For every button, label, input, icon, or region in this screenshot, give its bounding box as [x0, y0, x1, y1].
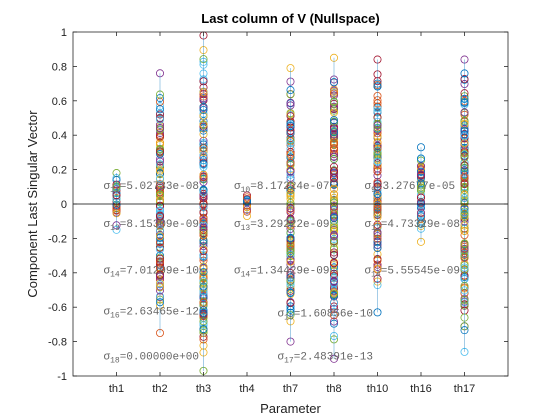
y-tick-label: -1	[57, 371, 67, 383]
sigma-value: =1.34429e-09	[250, 265, 329, 277]
sigma-value: =2.63465e-12	[120, 307, 199, 319]
y-axis-label: Component Last Singular Vector	[25, 110, 40, 298]
x-tick-label: th1	[109, 383, 124, 395]
sigma-symbol: σ	[234, 219, 241, 231]
sigma-annotation: σ11=5.02733e-08	[104, 181, 199, 195]
chart-title: Last column of V (Nullspace)	[201, 11, 379, 26]
sigma-symbol: σ	[365, 219, 372, 231]
x-tick-label: th8	[326, 383, 341, 395]
sigma-value: =5.02733e-08	[120, 181, 199, 193]
sigma-value: =8.17224e-07	[250, 181, 329, 193]
sigma-symbol: σ	[104, 307, 111, 319]
sigma-value: =1.60856e-10	[294, 308, 373, 320]
y-tick-label: -0.6	[48, 302, 67, 314]
y-tick-label: -0.2	[48, 233, 67, 245]
y-tick-label: 0.4	[52, 130, 67, 142]
y-tick-label: 0.2	[52, 165, 67, 177]
sigma-annotation: σ10=8.17224e-07	[234, 181, 329, 195]
sigma-annotation: σ16=2.63465e-12	[104, 307, 199, 321]
sigma-symbol: σ	[104, 219, 111, 231]
sigma-symbol: σ	[278, 308, 285, 320]
sigma-symbol: σ	[104, 351, 111, 363]
sigma-index: 9	[371, 186, 376, 195]
sigma-value: =7.01299e-10	[120, 265, 199, 277]
annotations: σ11=5.02733e-08σ13=8.15309e-09σ14=7.0129…	[104, 181, 460, 365]
data-markers	[112, 31, 469, 375]
sigma-symbol: σ	[104, 265, 111, 277]
sigma-index: 15	[284, 313, 294, 322]
sigma-value: =8.15309e-09	[120, 219, 199, 231]
sigma-index: 12	[371, 224, 381, 233]
sigma-annotation: σ14=1.34429e-09	[234, 265, 329, 279]
y-tick-label: 0.8	[52, 61, 67, 73]
x-tick-label: th10	[367, 383, 388, 395]
sigma-value: =4.73329e-08	[381, 219, 460, 231]
sigma-annotation: σ18=0.00000e+00	[104, 351, 199, 365]
sigma-index: 14	[241, 270, 251, 279]
x-tick-label: th17	[454, 383, 475, 395]
sigma-index: 11	[110, 186, 120, 195]
y-tick-label: -0.4	[48, 268, 67, 280]
sigma-value: =5.55545e-09	[381, 265, 460, 277]
sigma-index: 13	[241, 224, 251, 233]
sigma-annotation: σ9=3.27677e-05	[365, 181, 456, 195]
sigma-annotation: σ13=3.29222e-09	[234, 219, 329, 233]
sigma-index: 10	[241, 186, 251, 195]
y-tick-label: 1	[61, 27, 67, 39]
x-tick-label: th3	[196, 383, 211, 395]
sigma-symbol: σ	[365, 265, 372, 277]
sigma-symbol: σ	[278, 351, 285, 363]
x-tick-label: th2	[152, 383, 167, 395]
x-tick-label: th7	[283, 383, 298, 395]
sigma-symbol: σ	[234, 265, 241, 277]
sigma-symbol: σ	[234, 181, 241, 193]
sigma-annotation: σ15=1.60856e-10	[278, 308, 373, 322]
sigma-value: =2.48391e-13	[294, 351, 373, 363]
y-tick-label: 0.6	[52, 96, 67, 108]
y-tick-label: -0.8	[48, 337, 67, 349]
sigma-index: 16	[110, 312, 120, 321]
x-axis-label: Parameter	[260, 401, 321, 416]
sigma-index: 14	[110, 270, 120, 279]
x-tick-label: th16	[410, 383, 431, 395]
sigma-annotation: σ12=4.73329e-08	[365, 219, 460, 233]
sigma-symbol: σ	[104, 181, 111, 193]
sigma-index: 13	[110, 224, 120, 233]
y-axis: -1 -0.8 -0.6 -0.4 -0.2 0 0.2 0.4 0.6 0.8 1	[48, 27, 508, 383]
sigma-symbol: σ	[365, 181, 372, 193]
sigma-annotation: σ14=7.01299e-10	[104, 265, 199, 279]
sigma-index: 14	[371, 270, 381, 279]
sigma-annotation: σ17=2.48391e-13	[278, 351, 373, 365]
sigma-annotation: σ14=5.55545e-09	[365, 265, 460, 279]
x-tick-label: th4	[239, 383, 254, 395]
sigma-index: 18	[110, 356, 120, 365]
sigma-value: =0.00000e+00	[120, 351, 199, 363]
sigma-value: =3.29222e-09	[250, 219, 329, 231]
sigma-index: 17	[284, 356, 294, 365]
y-tick-label: 0	[61, 199, 67, 211]
sigma-value: =3.27677e-05	[376, 181, 455, 193]
sigma-annotation: σ13=8.15309e-09	[104, 219, 199, 233]
x-axis: th1 th2 th3 th4 th7 th8 th10 th16 th17	[109, 32, 475, 395]
